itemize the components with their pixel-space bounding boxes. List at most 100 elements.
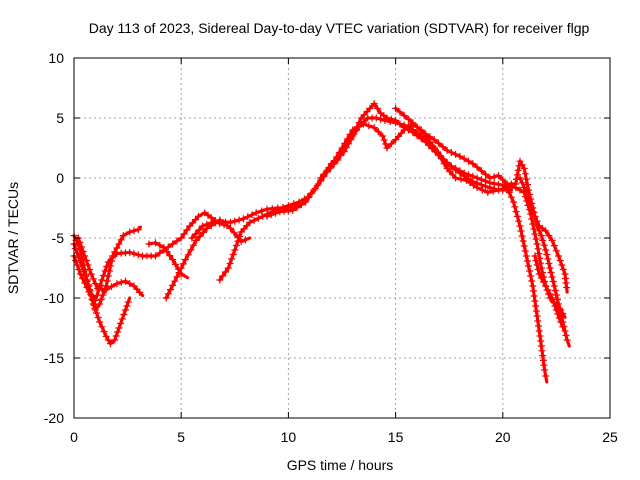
plus-marker [460, 155, 468, 163]
plus-marker [534, 266, 542, 273]
plus-marker [535, 327, 543, 335]
plus-marker [370, 100, 378, 108]
plus-marker [100, 328, 108, 336]
plus-marker [548, 236, 556, 244]
plus-marker [417, 127, 425, 135]
plus-marker [499, 176, 507, 184]
plus-marker [529, 208, 537, 216]
plus-marker [152, 252, 159, 260]
plus-marker [532, 302, 540, 310]
plus-marker [439, 143, 447, 151]
plus-marker [536, 254, 544, 262]
plus-marker [124, 298, 132, 306]
plus-marker [192, 230, 199, 238]
y-tick-label: -20 [44, 410, 64, 426]
plus-marker [542, 246, 550, 254]
plus-marker [354, 123, 362, 131]
plus-marker [195, 226, 203, 234]
plus-marker [516, 186, 524, 194]
plus-marker [499, 185, 507, 193]
series-trace-5 [145, 239, 190, 280]
plus-marker [374, 128, 382, 136]
plus-marker [192, 236, 200, 244]
plus-marker [521, 170, 529, 178]
plus-marker [542, 372, 550, 380]
plus-marker [549, 278, 557, 285]
plus-marker [383, 114, 391, 122]
plus-marker [550, 242, 558, 250]
plus-marker [248, 211, 256, 219]
plus-marker [187, 246, 195, 254]
plus-marker [327, 162, 335, 170]
plus-marker [173, 237, 181, 245]
plus-marker [482, 177, 490, 185]
plus-marker [102, 332, 110, 340]
plus-marker [457, 175, 465, 183]
plus-marker [76, 270, 84, 278]
plus-marker [72, 257, 80, 264]
plus-marker [117, 320, 125, 327]
plus-marker [478, 186, 486, 194]
plus-marker [533, 312, 541, 320]
plus-marker [495, 172, 502, 180]
plus-marker [130, 250, 138, 258]
plus-marker [530, 225, 538, 233]
plus-marker [203, 220, 211, 228]
plus-marker [413, 123, 421, 131]
plus-marker [86, 266, 93, 273]
plus-marker [482, 170, 490, 178]
plus-marker [465, 157, 472, 165]
plus-marker [244, 213, 252, 221]
plus-marker [88, 292, 96, 300]
plus-marker [172, 260, 179, 268]
plus-marker [180, 230, 188, 238]
plus-marker [526, 198, 534, 206]
x-tick-label: 10 [281, 429, 297, 445]
plus-marker [136, 288, 144, 296]
plus-marker [167, 286, 174, 294]
y-axis-label: SDTVAR / TECUs [5, 182, 21, 294]
plus-marker [134, 226, 142, 234]
plus-marker [380, 136, 388, 144]
plus-marker [513, 212, 521, 220]
plus-marker [516, 157, 524, 165]
plus-marker [152, 239, 159, 247]
plus-marker [235, 216, 243, 224]
plus-marker [545, 260, 553, 267]
y-tick-label: 0 [56, 170, 64, 186]
plus-marker [242, 236, 249, 244]
plus-marker [469, 160, 477, 168]
plus-marker [490, 180, 498, 188]
plus-marker [429, 142, 437, 150]
plus-marker [548, 273, 556, 281]
plus-marker [507, 193, 515, 201]
plus-marker [122, 306, 129, 314]
plus-marker [145, 240, 153, 248]
plus-marker [103, 263, 111, 270]
plus-marker [559, 266, 567, 273]
plus-marker [562, 332, 570, 339]
plus-marker [535, 270, 543, 278]
plus-marker [495, 186, 502, 194]
plus-marker [554, 296, 561, 303]
plus-marker [537, 337, 545, 345]
plus-marker [387, 115, 395, 123]
plus-marker [76, 239, 84, 246]
plus-marker [417, 135, 425, 143]
plus-marker [226, 260, 234, 267]
plus-marker [561, 327, 569, 335]
plus-marker [422, 130, 430, 138]
plus-marker [169, 281, 177, 289]
plus-marker [308, 189, 316, 197]
plus-marker [372, 114, 380, 122]
plus-marker [546, 294, 554, 302]
plus-marker [293, 204, 301, 212]
x-tick-label: 20 [495, 429, 511, 445]
plus-marker [365, 122, 373, 130]
y-tick-label: -10 [44, 290, 64, 306]
plus-marker [447, 148, 455, 156]
plus-marker [537, 274, 545, 282]
plus-marker [236, 233, 244, 240]
plus-marker [252, 209, 260, 217]
plus-marker [460, 169, 468, 177]
